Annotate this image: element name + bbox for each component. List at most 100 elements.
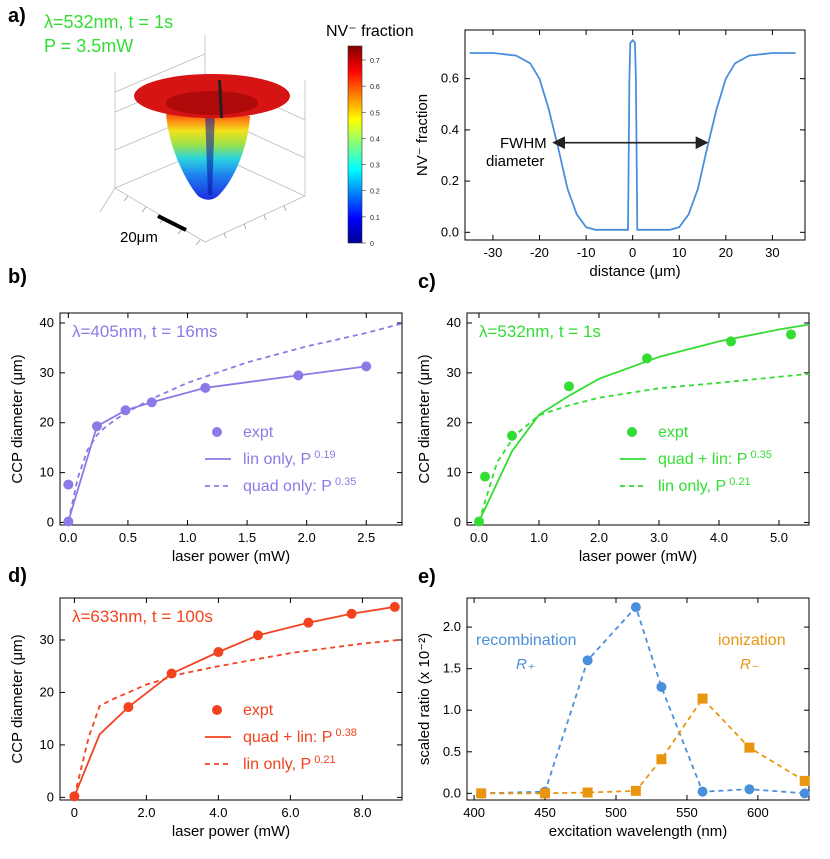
series-line: [481, 605, 805, 795]
x-tick-label: -20: [530, 245, 549, 260]
series-line: [73, 606, 395, 797]
scale-bar-label: 20μm: [120, 229, 158, 246]
legend-exponent: 0.21: [311, 754, 335, 766]
data-point: [697, 693, 708, 704]
x-tick-label: 1.0: [530, 530, 548, 545]
data-point: [799, 775, 810, 786]
colorbar-tick-label: 0.3: [370, 163, 380, 170]
data-point: [582, 787, 593, 798]
scale-bar: [157, 214, 187, 232]
panel-e-chart: 400 450 500 550 600 0.0 0.5 1.0 1.5 2.0 excitation…: [416, 597, 810, 840]
x-tick-label: 4.0: [209, 805, 227, 820]
legend-exponent: 0.38: [332, 727, 356, 739]
y-tick-label: 30: [40, 632, 54, 647]
plot-frame: [466, 597, 810, 801]
y-tick-label: 30: [40, 365, 54, 380]
legend-marker: [627, 427, 637, 437]
surface-annotation-line1: λ=532nm, t = 1s: [44, 12, 173, 32]
x-tick-label: 0.5: [119, 530, 137, 545]
x-tick-label: 0.0: [59, 530, 77, 545]
y-tick-label: 1.5: [443, 661, 461, 676]
series-line: [478, 323, 810, 522]
legend-label: expt: [243, 424, 274, 441]
y-tick-label: 10: [40, 737, 54, 752]
x-tick-label: 10: [672, 245, 686, 260]
x-tick-label: 2.5: [357, 530, 375, 545]
y-tick-label: 2.0: [443, 619, 461, 634]
y-tick-label: 0.4: [441, 122, 459, 137]
x-tick-label: 0: [629, 245, 636, 260]
y-axis-label: scaled ratio (x 10⁻²): [416, 633, 433, 765]
chart-title: λ=633nm, t = 100s: [72, 607, 213, 626]
x-tick-label: 0.0: [470, 530, 488, 545]
panel-c-label: c): [418, 271, 436, 293]
legend-exponent: 0.21: [726, 476, 750, 488]
series-line: [73, 639, 399, 797]
x-tick-label: 2.0: [298, 530, 316, 545]
y-tick-label: 40: [447, 315, 461, 330]
panel-d-chart: 0 2.0 4.0 6.0 8.0 0 10 20 30 laser power (mW) CCP …: [9, 597, 403, 840]
x-axis-label: laser power (mW): [579, 548, 697, 565]
x-tick-label: 1.0: [178, 530, 196, 545]
legend-label: lin only, P 0.21: [243, 754, 336, 773]
y-tick-label: 0: [47, 789, 54, 804]
legend-label: quad only: P 0.35: [243, 476, 356, 495]
colorbar-tick-label: 0.1: [370, 215, 380, 222]
data-point: [799, 788, 810, 799]
x-tick-label: 500: [605, 805, 627, 820]
data-point: [744, 784, 755, 795]
series-label: recombination: [476, 632, 577, 649]
panel-a-label: a): [8, 5, 26, 27]
legend-marker: [212, 427, 222, 437]
surface-body: [134, 74, 290, 200]
y-tick-label: 0.0: [441, 224, 459, 239]
panel-a-surface: a) λ=532nm, t = 1s P = 3.5mW 20μ: [8, 5, 414, 248]
data-point: [582, 655, 593, 666]
x-tick-label: 550: [676, 805, 698, 820]
x-axis-label: laser power (mW): [172, 823, 290, 840]
x-tick-label: 30: [765, 245, 779, 260]
series-sublabel: R₊: [516, 656, 535, 673]
panel-d-label: d): [8, 565, 27, 587]
colorbar-ticks: 0 0.1 0.2 0.3 0.4 0.5 0.6 0.7: [362, 58, 380, 248]
colorbar: [347, 45, 363, 244]
data-point: [656, 681, 667, 692]
plot-frame: [59, 597, 403, 801]
x-tick-label: 0: [71, 805, 78, 820]
colorbar-tick-label: 0.5: [370, 110, 380, 117]
y-tick-label: 0.6: [441, 71, 459, 86]
panel-e-label: e): [418, 566, 436, 588]
data-point: [697, 786, 708, 797]
legend-label: quad + lin: P 0.35: [658, 449, 772, 468]
y-tick-label: 0.2: [441, 173, 459, 188]
y-tick-label: 1.0: [443, 702, 461, 717]
data-point: [656, 754, 667, 765]
y-axis-label: NV⁻ fraction: [414, 94, 431, 176]
colorbar-tick-label: 0: [370, 241, 374, 248]
colorbar-tick-label: 0.6: [370, 84, 380, 91]
data-point: [564, 381, 574, 392]
data-point: [63, 479, 74, 490]
x-axis-label: laser power (mW): [172, 548, 290, 565]
x-tick-label: 5.0: [770, 530, 788, 545]
data-point: [630, 785, 641, 796]
y-tick-label: 0.0: [443, 785, 461, 800]
x-axis-label: distance (μm): [589, 263, 680, 280]
y-tick-label: 30: [447, 365, 461, 380]
legend-marker: [212, 705, 222, 715]
x-tick-label: 1.5: [238, 530, 256, 545]
series-line: [67, 322, 403, 522]
chart-title: λ=405nm, t = 16ms: [72, 322, 218, 341]
data-point: [480, 471, 490, 482]
series-line: [481, 697, 806, 795]
data-point: [744, 742, 755, 753]
plot-frame: [59, 312, 403, 526]
profile-line: [469, 38, 796, 231]
y-axis-label: CCP diameter (μm): [416, 354, 433, 483]
data-point: [786, 329, 796, 340]
surface-annotation-line2: P = 3.5mW: [44, 36, 133, 56]
fwhm-label-line2: diameter: [486, 153, 544, 170]
y-tick-label: 0.5: [443, 744, 461, 759]
x-tick-label: 6.0: [281, 805, 299, 820]
